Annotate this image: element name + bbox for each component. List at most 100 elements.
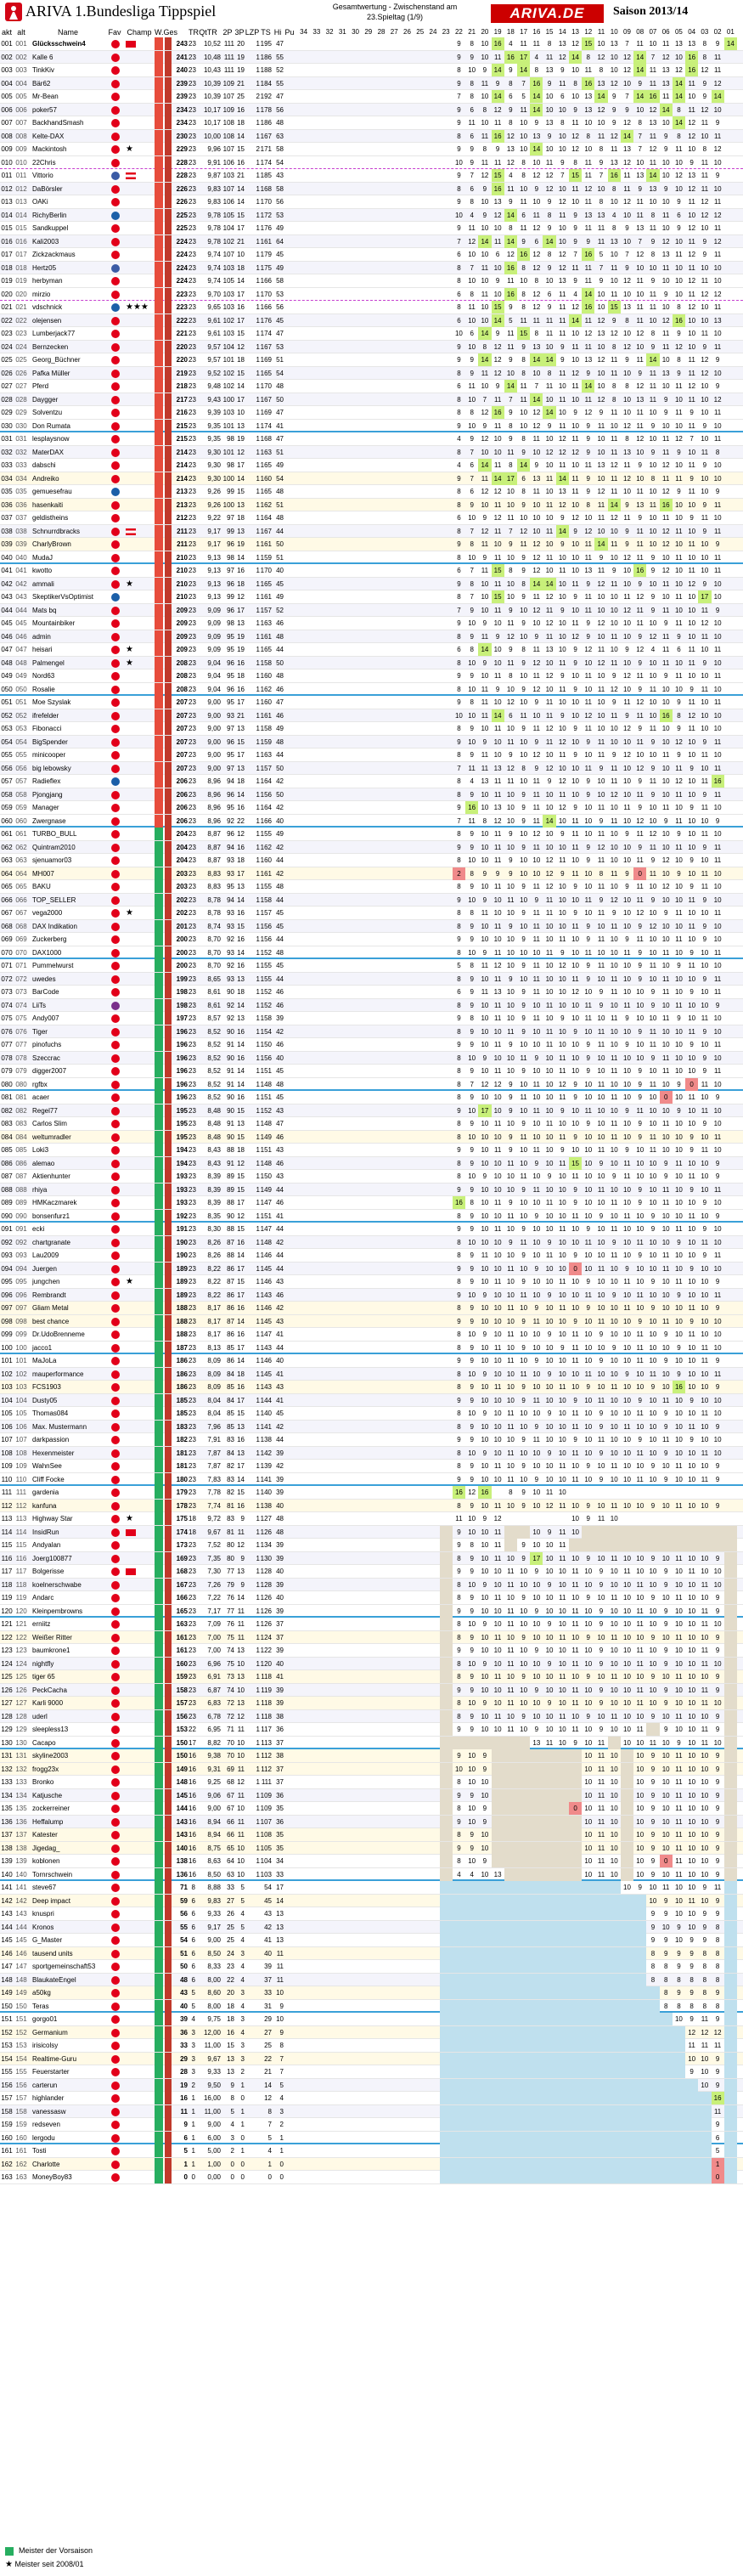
table-row[interactable]: 051 051 Moe Szyslak 207 23 9,00 95 17 1 160 47 9 8 11… (0, 696, 743, 709)
table-row[interactable]: 019 019 herbyman 224 23 9,74 105 14 1 166 58 8 10 10 9… (0, 274, 743, 288)
table-row[interactable]: 014 014 RichyBerlin 225 23 9,78 105 15 1 172 53 10 4… (0, 208, 743, 222)
table-row[interactable]: 039 039 CharlyBrown 211 23 9,17 96 19 1 161 50 9 8 11… (0, 538, 743, 551)
table-row[interactable]: 053 053 Fibonacci 207 23 9,00 97 13 1 158 49 8 9 10 11… (0, 722, 743, 736)
table-row[interactable]: 038 038 Schnurrdbracks 211 23 9,17 99 13 1 167 44 8… (0, 524, 743, 538)
table-row[interactable]: 023 023 Lumberjack77 221 23 9,61 103 15 1 174 47 10… (0, 327, 743, 341)
table-row[interactable]: 044 044 Mats bq 209 23 9,09 96 17 1 157 52 7 9 10 11 9 1… (0, 603, 743, 617)
table-row[interactable]: 052 052 ifrefelder 207 23 9,00 93 21 1 161 46 10 10 1… (0, 709, 743, 722)
table-row[interactable]: 018 018 Hertz05 224 23 9,74 103 18 1 175 49 8 7 11 10 1… (0, 261, 743, 274)
table-row[interactable]: 060 060 Zwergnase 206 23 8,96 92 22 1 166 40 7 11 8 12… (0, 814, 743, 828)
table-row[interactable]: 077 077 pinofuchs 196 23 8,52 91 14 1 150 46 9 9 10 11… (0, 1038, 743, 1052)
table-row[interactable]: 093 093 Lau2009 190 23 8,26 88 14 1 146 44 8 9 11 10 10… (0, 1249, 743, 1263)
table-row[interactable]: 090 090 bonsenfurz1 192 23 8,35 90 12 1 151 41 8 9 10… (0, 1209, 743, 1223)
table-row[interactable]: 072 072 uwedes 199 23 8,65 93 13 1 155 44 8 9 10 11 9 10… (0, 972, 743, 986)
table-row[interactable]: 035 035 gemuesefrau 213 23 9,26 99 15 1 165 48 8 6 12… (0, 485, 743, 499)
table-row[interactable]: 086 086 alemao 194 23 8,43 91 12 1 148 46 8 9 10 10 11 1… (0, 1156, 743, 1170)
table-row[interactable]: 016 016 Kali2003 224 23 9,78 102 21 1 161 64 7 12 14 1… (0, 234, 743, 248)
table-row[interactable]: 028 028 Daygger 217 23 9,43 100 17 1 167 50 8 10 7 11 7… (0, 393, 743, 406)
table-row[interactable]: 085 085 Loki3 194 23 8,43 88 18 1 151 43 9 9 10 11 9 10 1… (0, 1144, 743, 1157)
table-row[interactable]: 011 011 Vittorio 228 23 9,87 103 21 1 185 43 9 7 12 15… (0, 169, 743, 183)
table-row[interactable]: 003 003 TinkKiv 240 23 10,43 111 19 1 188 52 8 10 9 14… (0, 64, 743, 77)
table-row[interactable]: 013 013 OAKi 226 23 9,83 106 14 1 170 56 9 8 10 13 9 11 1… (0, 195, 743, 209)
table-row[interactable]: 036 036 hasenkaiti 213 23 9,26 100 13 1 162 51 8 9 10… (0, 498, 743, 511)
table-row[interactable]: 022 022 olejensen 222 23 9,61 102 17 1 176 45 6 10 10… (0, 314, 743, 328)
table-row[interactable]: 049 049 Nord63 208 23 9,04 95 18 1 160 48 9 9 10 11 8 10… (0, 669, 743, 683)
table-row[interactable]: 092 092 chartgranate 190 23 8,26 87 16 1 148 42 8 10… (0, 1235, 743, 1249)
table-row[interactable]: 043 043 SkeptikerVsOptimist 210 23 9,13 99 12 1 1… (0, 590, 743, 604)
table-row[interactable]: 024 024 Bernzecken 220 23 9,57 104 12 1 167 53 9 10 8… (0, 340, 743, 353)
table-row[interactable]: 048 048 Palmengel ★ 208 23 9,04 96 16 1 158 50 8 10 9 1… (0, 656, 743, 669)
table-row[interactable]: 032 032 MaterDAX 214 23 9,30 101 12 1 163 51 8 7 10 10… (0, 445, 743, 459)
table-row[interactable]: 073 073 BarCode 198 23 8,61 90 18 1 152 46 6 9 11 13 10… (0, 986, 743, 999)
table-row[interactable]: 002 002 Kalle 6 241 23 10,48 111 19 1 186 55 9 9 10 11… (0, 50, 743, 64)
table-row[interactable]: 031 031 lesplaysnow 215 23 9,35 98 19 1 168 47 4 9 12… (0, 432, 743, 446)
table-row[interactable]: 084 084 weltumradler 195 23 8,48 90 15 1 149 46 8 10… (0, 1130, 743, 1144)
table-row[interactable]: 046 046 admin 209 23 9,09 95 19 1 161 48 8 9 11 9 12 10 9… (0, 630, 743, 643)
table-row[interactable]: 088 088 rhiya 193 23 8,39 89 15 1 149 44 9 9 10 10 10 9 1… (0, 1183, 743, 1196)
table-row[interactable]: 081 081 acaer 196 23 8,52 90 16 1 151 45 8 9 10 10 9 11 1… (0, 1091, 743, 1104)
table-row[interactable]: 062 062 Quintram2010 204 23 8,87 94 16 1 162 42 9 9 1… (0, 840, 743, 854)
table-row[interactable]: 069 069 Zuckerberg 200 23 8,70 92 16 1 156 44 9 9 10 1… (0, 933, 743, 946)
table-row[interactable]: 010 010 22Chris 228 23 9,91 106 16 1 174 54 10 9 11 11… (0, 155, 743, 169)
table-row[interactable]: 017 017 Zickzackmaus 224 23 9,74 107 10 1 179 45 6 1… (0, 248, 743, 262)
table-row[interactable]: 057 057 Radieflex 206 23 8,96 94 18 1 164 42 8 4 13 11… (0, 775, 743, 788)
table-row[interactable]: 012 012 DaBörsler 226 23 9,83 107 14 1 168 58 8 6 9 16… (0, 182, 743, 195)
table-row[interactable]: 076 076 Tiger 196 23 8,52 90 16 1 154 42 8 9 10 10 11 9 1… (0, 1025, 743, 1038)
table-row[interactable]: 083 083 Carlos Slim 195 23 8,48 91 13 1 148 47 8 9 10… (0, 1117, 743, 1131)
total-points: 222 (172, 314, 188, 328)
table-row[interactable]: 082 082 Regel77 195 23 8,48 90 15 1 152 43 9 10 17 10 9… (0, 1104, 743, 1117)
table-row[interactable]: 030 030 Don Rumata 215 23 9,35 101 13 1 174 41 9 10 9… (0, 419, 743, 432)
table-row[interactable]: 029 029 Solventzu 216 23 9,39 103 10 1 169 47 8 8 12 1… (0, 406, 743, 420)
table-row[interactable]: 015 015 Sandkuppel 225 23 9,78 104 17 1 176 49 9 11 1… (0, 222, 743, 235)
table-row[interactable]: 034 034 Andreiko 214 23 9,30 100 14 1 160 54 9 7 11 14… (0, 472, 743, 485)
table-row[interactable]: 061 061 TURBO_BULL 204 23 8,87 96 12 1 155 49 8 9 10 1… (0, 828, 743, 841)
table-row[interactable]: 067 067 vega2000 ★ 202 23 8,78 93 16 1 157 45 8 8 11 10… (0, 907, 743, 920)
table-row[interactable]: 096 096 Rembrandt 189 23 8,22 86 17 1 143 46 9 10 9 10… (0, 1288, 743, 1302)
table-row[interactable]: 045 045 Mountainbiker 209 23 9,09 98 13 1 163 46 9 1… (0, 617, 743, 630)
table-row[interactable]: 040 040 MudaJ 210 23 9,13 98 14 1 159 51 8 10 9 11 10 9 1… (0, 551, 743, 564)
table-row[interactable]: 021 021 vdschnick ★★★ 223 23 9,65 103 16 1 166 56 8 1… (0, 301, 743, 314)
ts-value: 156 (260, 920, 272, 934)
table-row[interactable]: 007 007 BackhandSmash 234 23 10,17 108 18 1 186 48… (0, 116, 743, 130)
table-row[interactable]: 047 047 heisari ★ 209 23 9,09 95 19 1 165 44 6 8 14 10 9… (0, 643, 743, 657)
table-row[interactable]: 050 050 Rosalie 208 23 9,04 96 16 1 162 46 8 10 11 9 10… (0, 682, 743, 696)
table-row[interactable]: 020 020 mirzio 223 23 9,70 103 17 1 170 53 6 8 11 10 16… (0, 287, 743, 301)
table-row[interactable]: 009 009 Mackintosh ★ 229 23 9,96 107 15 2 171 58 9 9 8… (0, 143, 743, 156)
table-row[interactable]: 001 001 Glücksschwein4 243 23 10,52 111 20 1 195 4… (0, 37, 743, 51)
table-row[interactable]: 087 087 Aktienhunter 193 23 8,39 89 15 1 150 43 8 10… (0, 1170, 743, 1183)
table-row[interactable]: 059 059 Manager 206 23 8,96 95 16 1 164 42 9 16 10 13 1… (0, 801, 743, 815)
table-row[interactable]: 033 033 dabschi 214 23 9,30 98 17 1 165 49 4 6 14 11 8 1… (0, 459, 743, 472)
table-row[interactable]: 075 075 Andy007 197 23 8,57 92 13 1 158 39 9 8 10 11 10… (0, 1012, 743, 1025)
table-row[interactable]: 063 063 sjenuamor03 204 23 8,87 93 18 1 160 44 8 10 1… (0, 854, 743, 867)
table-row[interactable]: 071 071 Pummelwurst 200 23 8,70 92 16 1 155 45 5 8 11… (0, 959, 743, 973)
table-row[interactable]: 064 064 MH007 203 23 8,83 93 17 1 161 42 2 8 9 9 9 10 10 1… (0, 867, 743, 880)
table-row[interactable]: 006 006 poker57 234 23 10,17 109 16 1 178 56 9 6 8 12 9… (0, 103, 743, 116)
table-row[interactable]: 027 027 Pferd 218 23 9,48 102 14 1 170 48 6 11 10 9 14 1… (0, 380, 743, 393)
table-row[interactable]: 004 004 Bär62 239 23 10,39 109 21 1 184 55 9 8 11 9 8 7 1… (0, 76, 743, 90)
table-row[interactable]: 091 091 ecki 191 23 8,30 88 15 1 147 44 9 9 10 11 10 9 10… (0, 1223, 743, 1236)
table-row[interactable]: 074 074 LiiTs 198 23 8,61 92 14 1 152 46 8 9 10 11 10 9 1… (0, 998, 743, 1012)
table-row[interactable]: 079 079 digger2007 196 23 8,52 91 14 1 151 45 8 9 10 1… (0, 1065, 743, 1078)
matchday-cell: 10 (698, 432, 711, 445)
matchday-cell: 11 (594, 511, 607, 524)
table-row[interactable]: 008 008 Kelte-DAX 230 23 10,00 108 14 1 167 63 8 6 11… (0, 129, 743, 143)
table-row[interactable]: 070 070 DAX1000 200 23 8,70 93 14 1 152 48 8 10 9 11 10… (0, 946, 743, 959)
table-row[interactable]: 005 005 Mr-Bean 239 23 10,39 107 25 2 192 47 7 8 10 14… (0, 90, 743, 104)
table-row[interactable]: 095 095 jungchen ★ 189 23 8,22 87 15 1 146 43 8 9 10 11… (0, 1275, 743, 1289)
table-row[interactable]: 037 037 geldistheins 212 23 9,22 97 18 1 164 48 6 10… (0, 511, 743, 525)
table-row[interactable]: 066 066 TOP_SELLER 202 23 8,78 94 14 1 158 44 9 10 9 1… (0, 893, 743, 907)
table-row[interactable]: 041 041 kwotto 210 23 9,13 97 16 1 170 40 6 7 11 15 8 9 1… (0, 564, 743, 578)
table-row[interactable]: 058 058 Pjongjang 206 23 8,96 96 14 1 156 50 8 9 10 11… (0, 788, 743, 801)
table-row[interactable]: 042 042 ammali ★ 210 23 9,13 96 18 1 165 45 9 8 10 11 10… (0, 577, 743, 590)
table-row[interactable]: 065 065 BAKU 203 23 8,83 95 13 1 155 48 8 9 10 11 10 9 11… (0, 880, 743, 894)
table-row[interactable]: 089 089 HMKaczmarek 193 23 8,39 88 17 1 147 46 16 8 1… (0, 1196, 743, 1210)
table-row[interactable]: 094 094 Juergen 189 23 8,22 86 17 1 145 44 9 9 10 10 11… (0, 1262, 743, 1275)
table-row[interactable]: 055 055 minicooper 207 23 9,00 95 17 1 163 44 8 9 11 1… (0, 749, 743, 762)
table-row[interactable]: 026 026 Pafka Müller 219 23 9,52 102 15 1 165 54 8 9… (0, 366, 743, 380)
table-row[interactable]: 054 054 BigSpender 207 23 9,00 96 15 1 159 48 9 10 9 1… (0, 735, 743, 749)
table-row[interactable]: 056 056 big lebowsky 207 23 9,00 97 13 1 157 50 7 11… (0, 761, 743, 775)
table-row[interactable]: 078 078 Szeccrac 196 23 8,52 90 16 1 156 40 8 10 9 10 1… (0, 1051, 743, 1065)
table-row[interactable]: 068 068 DAX Indikation 201 23 8,74 93 15 1 156 45 8… (0, 919, 743, 934)
table-row[interactable]: 080 080 rgfbx 196 23 8,52 91 14 1 148 48 8 7 12 12 9 10 1… (0, 1077, 743, 1091)
table-row[interactable]: 025 025 Georg_Büchner 220 23 9,57 101 18 1 169 51 9… (0, 353, 743, 367)
